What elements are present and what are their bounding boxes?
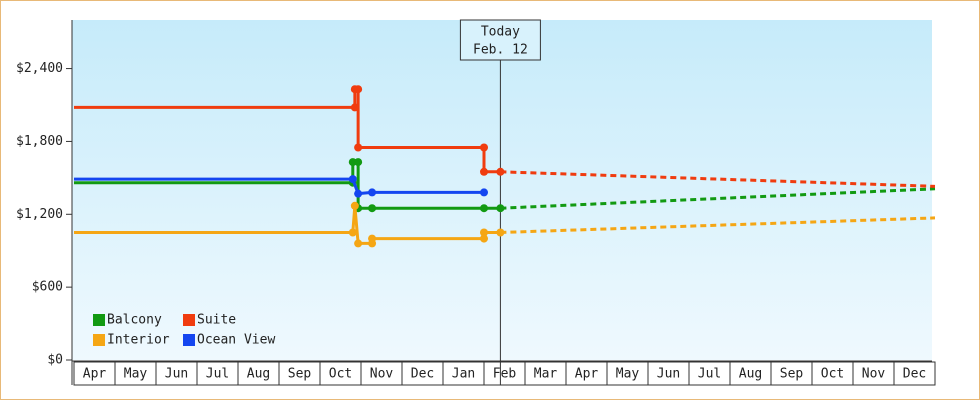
price-point: [480, 204, 488, 213]
forecast-line: [500, 216, 936, 234]
price-point: [368, 188, 377, 197]
x-tick-label: Feb: [493, 367, 517, 382]
today-box: [459, 19, 541, 61]
month-cell: [893, 361, 936, 386]
price-point: [496, 167, 505, 176]
legend-swatch: [93, 334, 105, 346]
price-point: [354, 239, 363, 248]
x-tick-label: Jun: [657, 367, 680, 382]
price-point: [348, 228, 357, 237]
y-tick-label: $1,800: [16, 134, 63, 149]
price-point: [480, 228, 488, 237]
x-tick-label: Dec: [903, 367, 926, 382]
y-tick-label: $1,200: [16, 207, 63, 222]
x-tick-label: Aug: [739, 367, 762, 382]
x-tick-label: Sep: [288, 367, 312, 382]
price-point: [354, 189, 363, 198]
x-tick-label: Oct: [329, 367, 352, 382]
today-label: Today: [481, 25, 520, 40]
legend-swatch: [93, 314, 105, 326]
price-point: [350, 103, 359, 112]
price-point: [368, 204, 377, 213]
price-point: [480, 234, 488, 243]
price-point: [480, 188, 488, 197]
price-point: [350, 201, 359, 210]
forecast-line: [500, 187, 936, 210]
price-point: [480, 167, 488, 176]
x-tick-label: Sep: [780, 367, 804, 382]
x-tick-label: Jul: [206, 367, 229, 382]
x-tick-label: Nov: [862, 367, 886, 382]
price-point: [496, 228, 505, 237]
x-tick-label: May: [616, 367, 640, 382]
x-tick-label: Mar: [534, 367, 558, 382]
price-point: [354, 158, 363, 167]
legend-swatch: [183, 334, 195, 346]
legend-label: Balcony: [107, 313, 162, 328]
x-tick-label: Apr: [83, 367, 107, 382]
x-tick-label: Aug: [247, 367, 270, 382]
y-tick-label: $600: [32, 280, 63, 295]
x-tick-label: Oct: [821, 367, 844, 382]
y-tick-label: $2,400: [16, 61, 63, 76]
x-tick-label: Nov: [370, 367, 394, 382]
forecast-line: [500, 170, 936, 188]
legend-swatch: [183, 314, 195, 326]
x-tick-label: Jun: [165, 367, 188, 382]
price-point: [496, 204, 505, 213]
today-label: Feb. 12: [473, 43, 528, 58]
plot-area: [72, 20, 932, 360]
legend-label: Interior: [107, 333, 170, 348]
x-tick-label: Jul: [698, 367, 721, 382]
price-point: [354, 85, 363, 94]
x-tick-label: May: [124, 367, 148, 382]
x-tick-label: Jan: [452, 367, 475, 382]
price-point: [354, 143, 363, 152]
price-point: [368, 234, 377, 243]
x-tick-label: Dec: [411, 367, 434, 382]
y-tick-label: $0: [47, 353, 63, 368]
price-point: [480, 143, 488, 152]
x-tick-label: Apr: [575, 367, 599, 382]
price-point: [348, 175, 357, 184]
legend-label: Ocean View: [197, 333, 275, 348]
legend-label: Suite: [197, 313, 236, 328]
